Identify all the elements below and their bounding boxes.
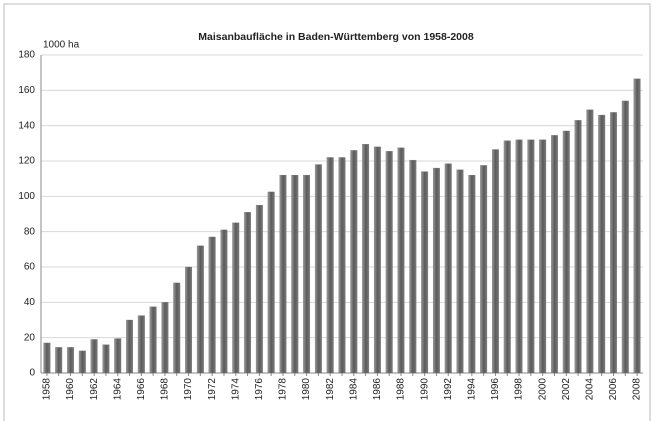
bar [468,174,476,374]
bar [67,347,74,374]
x-tick-label: 1974 [230,378,241,401]
x-tick-label: 1990 [419,378,430,401]
y-tick-label: 140 [18,120,35,131]
bar [102,344,110,374]
y-tick-label: 20 [24,332,36,343]
bar [255,205,263,374]
y-tick-label: 180 [18,50,35,61]
bar [633,78,641,374]
bar [114,338,122,374]
x-tick-label: 1968 [160,378,171,401]
chart-title: Maisanbaufläche in Baden-Württemberg von… [198,31,474,43]
bar [90,339,98,374]
x-tick-label: 2006 [608,378,619,401]
frame [3,3,651,421]
x-tick-label: 1988 [396,378,407,401]
y-tick-label: 120 [18,156,35,167]
x-tick-label: 1982 [325,378,336,401]
x-tick-label: 1992 [443,378,454,401]
bar [586,109,594,374]
x-tick-label: 1962 [89,378,100,401]
bar [421,171,429,374]
y-tick-label: 40 [24,297,36,308]
bar [161,302,169,374]
x-tick-label: 1960 [65,378,76,401]
x-tick-label: 1966 [136,378,147,401]
x-tick-label: 1978 [278,378,289,401]
bar [610,112,617,374]
bar [208,236,216,374]
bar [267,191,275,374]
x-tick-label: 2000 [537,378,548,401]
bar [244,212,252,374]
bar [598,114,606,374]
x-tick-label: 1994 [466,378,477,401]
bar [456,169,464,374]
bar [149,306,157,374]
x-tick-label: 1958 [42,378,53,401]
x-tick-label: 1986 [372,378,383,401]
bar [338,157,346,374]
bar [621,100,629,374]
bar [562,130,570,374]
bar [291,174,299,374]
y-tick-label: 100 [18,191,35,202]
bar [173,282,181,374]
bar [491,149,499,374]
x-tick-label: 1980 [301,378,312,401]
bar [55,347,63,374]
bar [126,319,133,374]
bar [503,140,511,374]
y-tick-label: 160 [18,85,35,96]
bar [362,144,370,374]
x-tick-label: 1976 [254,378,265,401]
bar [232,222,240,374]
bar [279,174,287,374]
bar [185,266,193,374]
bar [432,167,440,374]
bar [196,245,204,374]
bar [137,315,145,374]
x-tick-label: 1984 [348,378,359,401]
y-tick-label: 80 [24,226,36,237]
bar [385,151,393,374]
x-tick-label: 2004 [585,378,596,401]
bar [551,135,558,374]
bar [43,342,51,374]
bar [314,164,322,374]
bar [397,147,405,374]
y-tick-label: 60 [24,262,36,273]
bar [527,139,535,374]
bar [444,163,452,374]
bar [326,157,334,374]
y-axis-label: 1000 ha [43,40,80,51]
x-tick-label: 1996 [490,378,501,401]
x-tick-label: 1964 [112,378,123,401]
bar [515,139,523,374]
bar [574,120,582,374]
bar [350,150,358,374]
bar [220,229,228,374]
bar [373,146,381,374]
x-tick-label: 1998 [514,378,525,401]
bar [303,174,311,374]
bar [480,165,488,374]
bar [539,139,547,374]
x-tick-label: 1972 [207,378,218,401]
x-tick-label: 2008 [632,378,643,401]
y-tick-label: 0 [29,368,35,379]
bar [409,159,417,374]
x-tick-label: 1970 [183,378,194,401]
bar [78,350,86,374]
x-tick-label: 2002 [561,378,572,401]
